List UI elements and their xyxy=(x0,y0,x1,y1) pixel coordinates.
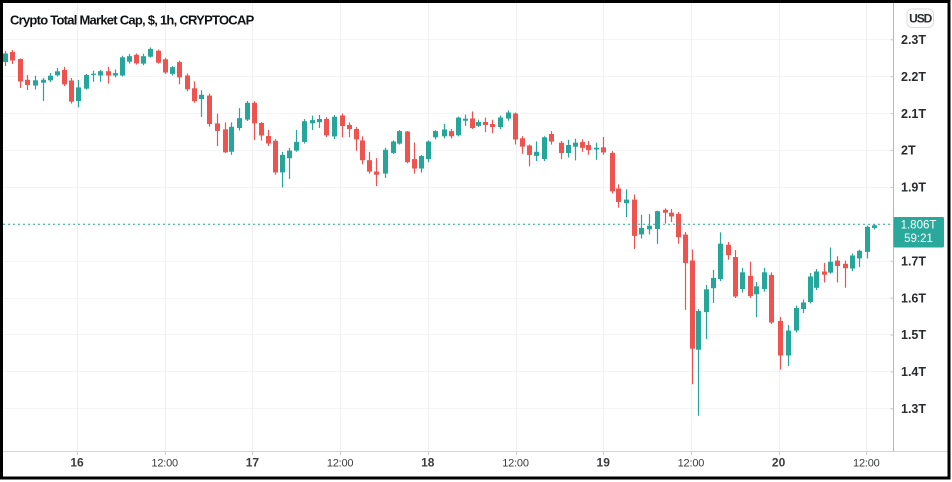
svg-text:17: 17 xyxy=(246,456,260,470)
svg-text:1.4T: 1.4T xyxy=(901,365,926,379)
svg-text:12:00: 12:00 xyxy=(327,458,354,470)
svg-text:18: 18 xyxy=(421,456,435,470)
svg-text:12:00: 12:00 xyxy=(853,458,880,470)
svg-text:59:21: 59:21 xyxy=(904,233,933,245)
svg-text:2T: 2T xyxy=(901,144,916,158)
svg-text:2.1T: 2.1T xyxy=(901,107,926,121)
svg-text:2.3T: 2.3T xyxy=(901,33,926,47)
svg-text:1.5T: 1.5T xyxy=(901,328,926,342)
svg-text:16: 16 xyxy=(70,456,84,470)
svg-text:19: 19 xyxy=(597,456,611,470)
svg-text:USD: USD xyxy=(909,12,932,26)
svg-text:2.2T: 2.2T xyxy=(901,70,926,84)
svg-text:1.3T: 1.3T xyxy=(901,402,926,416)
svg-text:12:00: 12:00 xyxy=(502,458,529,470)
svg-text:1.7T: 1.7T xyxy=(901,254,926,268)
svg-text:12:00: 12:00 xyxy=(678,458,705,470)
svg-text:1.806T: 1.806T xyxy=(901,220,937,232)
svg-text:12:00: 12:00 xyxy=(151,458,178,470)
svg-text:20: 20 xyxy=(772,456,786,470)
svg-text:Crypto Total Market Cap, $, 1h: Crypto Total Market Cap, $, 1h, CRYPTOCA… xyxy=(10,12,255,27)
svg-text:1.9T: 1.9T xyxy=(901,181,926,195)
svg-text:1.6T: 1.6T xyxy=(901,291,926,305)
